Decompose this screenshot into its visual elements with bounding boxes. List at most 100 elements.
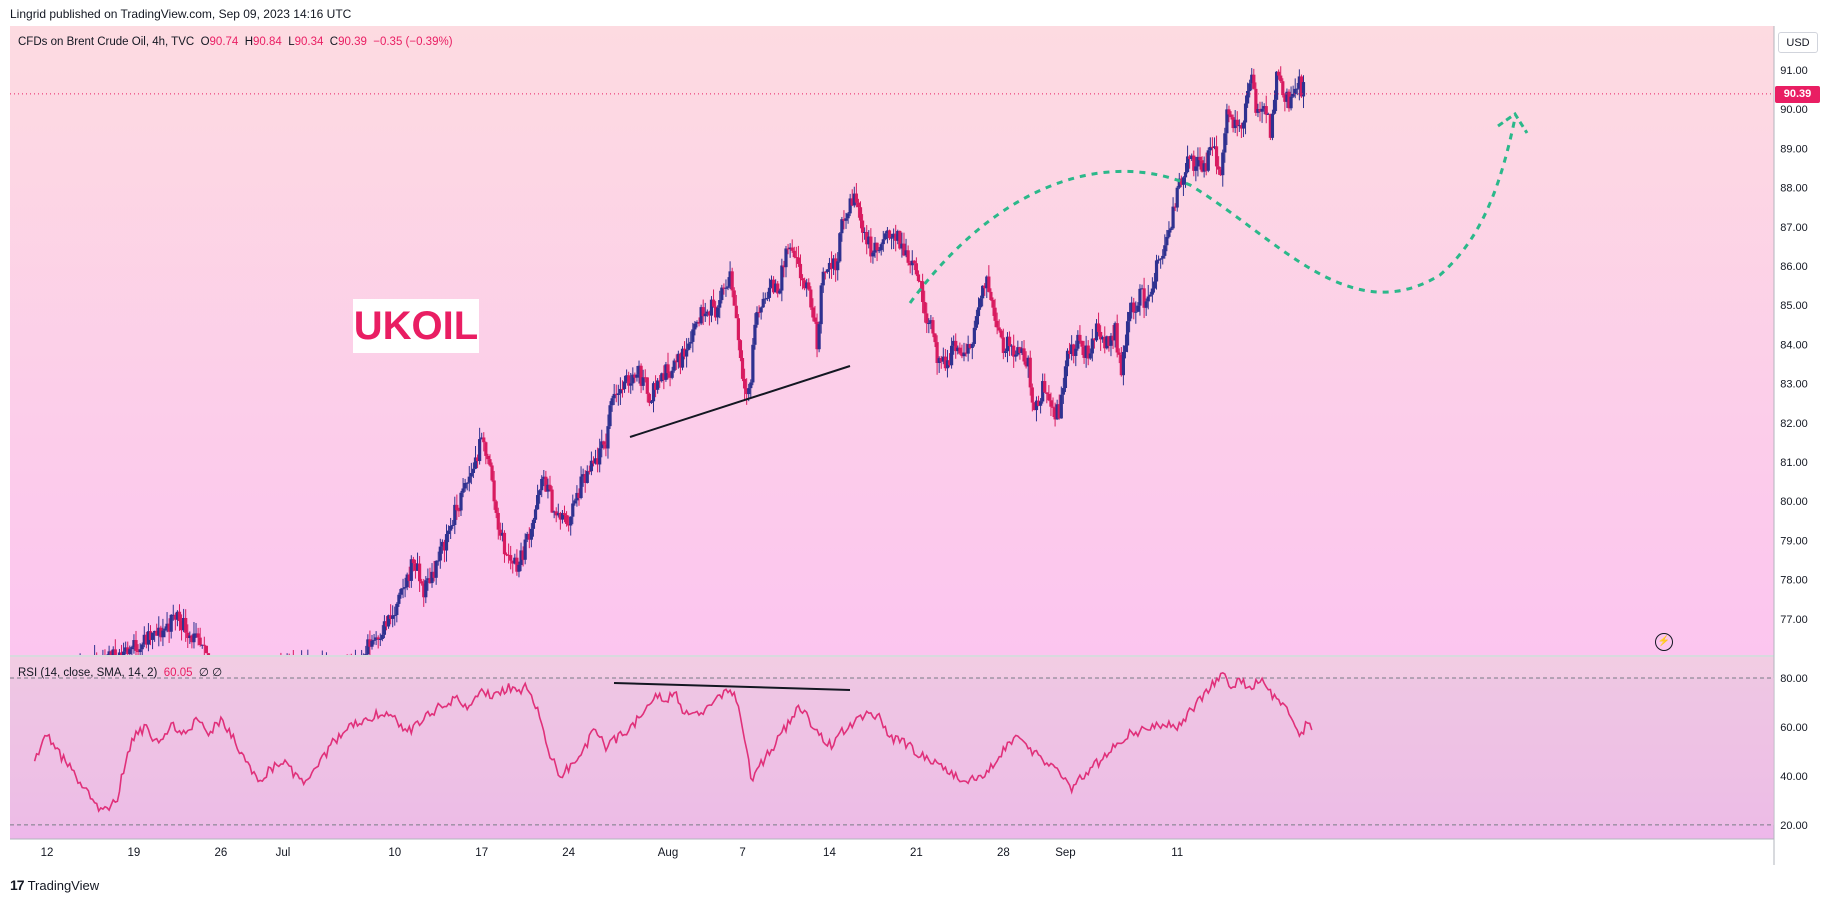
candle-body (1169, 228, 1173, 231)
time-tick-label: 21 (910, 847, 923, 859)
candle-body (653, 383, 658, 390)
candle-body (459, 492, 463, 511)
candle-body (1047, 393, 1051, 401)
candle-body (124, 647, 128, 652)
candle-body (848, 198, 852, 214)
candle-body (1022, 348, 1026, 362)
candle-body (842, 219, 846, 221)
candle-body (889, 237, 894, 239)
candle-body (169, 614, 173, 632)
price-tick-label: 90.00 (1780, 104, 1808, 116)
candle-body (1206, 150, 1210, 171)
candle-body (921, 281, 925, 303)
candle-body (1078, 334, 1082, 341)
candle-body (776, 283, 780, 294)
candle-body (136, 650, 140, 653)
candle-body (635, 374, 639, 378)
rsi-tick-label: 60.00 (1780, 722, 1808, 734)
candle-body (389, 615, 393, 619)
candle-body (1283, 95, 1287, 102)
candle-body (858, 207, 863, 221)
candle-body (631, 374, 635, 384)
candle-body (846, 213, 850, 219)
candle-body (1018, 347, 1022, 353)
time-tick-label: 19 (128, 847, 141, 859)
candle-body (463, 483, 467, 489)
candle-body (486, 455, 490, 460)
tradingview-logo[interactable]: 17 TradingView (10, 877, 99, 893)
candle-body (1264, 106, 1268, 115)
candle-body (929, 320, 933, 324)
candle-body (153, 630, 157, 633)
candle-body (678, 353, 683, 368)
candle-body (128, 649, 132, 654)
candle-body (132, 640, 136, 648)
candle-body (480, 437, 484, 440)
candle-body (680, 348, 685, 368)
candle-body (1285, 91, 1289, 102)
candle-body (612, 393, 616, 399)
candle-body (782, 265, 786, 268)
lightning-icon[interactable]: ⚡ (1655, 633, 1673, 651)
candle-body (958, 347, 962, 354)
candle-body (844, 218, 848, 221)
candle-body (705, 311, 709, 314)
rsi-pane-background (10, 657, 1774, 839)
candle-body (947, 360, 952, 366)
candle-body (1287, 91, 1291, 109)
currency-button[interactable]: USD (1778, 32, 1818, 53)
candle-body (1202, 163, 1206, 172)
candle-body (892, 233, 896, 238)
candle-body (968, 344, 972, 348)
candle-body (1173, 206, 1177, 208)
price-tick-label: 82.00 (1780, 418, 1808, 430)
rsi-name[interactable]: RSI (14, close, SMA, 14, 2) (18, 667, 158, 679)
candle-body (1136, 305, 1140, 312)
candle-body (645, 377, 649, 394)
candle-body (465, 482, 469, 484)
candle-body (1252, 74, 1256, 89)
candle-body (813, 317, 817, 322)
candle-body (991, 299, 995, 308)
candle-body (1291, 93, 1295, 97)
candle-body (142, 634, 146, 645)
candle-body (370, 640, 374, 647)
candle-body (850, 198, 854, 206)
candle-body (676, 353, 680, 363)
candle-body (511, 560, 515, 564)
candle-body (1268, 113, 1272, 138)
rsi-line (33, 672, 1313, 813)
candle-body (1065, 350, 1070, 367)
candle-body (206, 653, 211, 655)
candle-body (941, 356, 945, 362)
candle-body (784, 248, 788, 268)
low-label: L (288, 36, 295, 48)
candle-body (838, 233, 842, 262)
candle-body (1181, 177, 1186, 185)
candle-body (585, 470, 589, 483)
candle-body (1132, 302, 1136, 313)
candle-body (1144, 301, 1148, 308)
candle-body (1204, 163, 1208, 171)
candle-body (1012, 345, 1016, 357)
candle-body (422, 583, 426, 598)
candle-body (1243, 103, 1248, 123)
candle-body (755, 311, 759, 325)
symbol-description[interactable]: CFDs on Brent Crude Oil, 4h, TVC (18, 36, 195, 48)
candle-body (165, 623, 169, 629)
candle-body (817, 324, 821, 350)
candle-body (910, 260, 914, 266)
candle-body (581, 474, 585, 477)
candle-body (765, 297, 769, 299)
candle-body (1167, 230, 1171, 237)
candle-body (1210, 146, 1215, 148)
candle-body (668, 373, 672, 378)
candle-body (446, 530, 451, 535)
candle-body (604, 444, 608, 449)
candle-body (204, 645, 208, 654)
candle-body (902, 243, 906, 256)
candle-body (399, 589, 403, 595)
time-ticks: 12 19 26 Jul 10 17 24 Aug 7 14 21 28 Sep 11 (41, 847, 1184, 859)
candle-body (602, 441, 606, 445)
